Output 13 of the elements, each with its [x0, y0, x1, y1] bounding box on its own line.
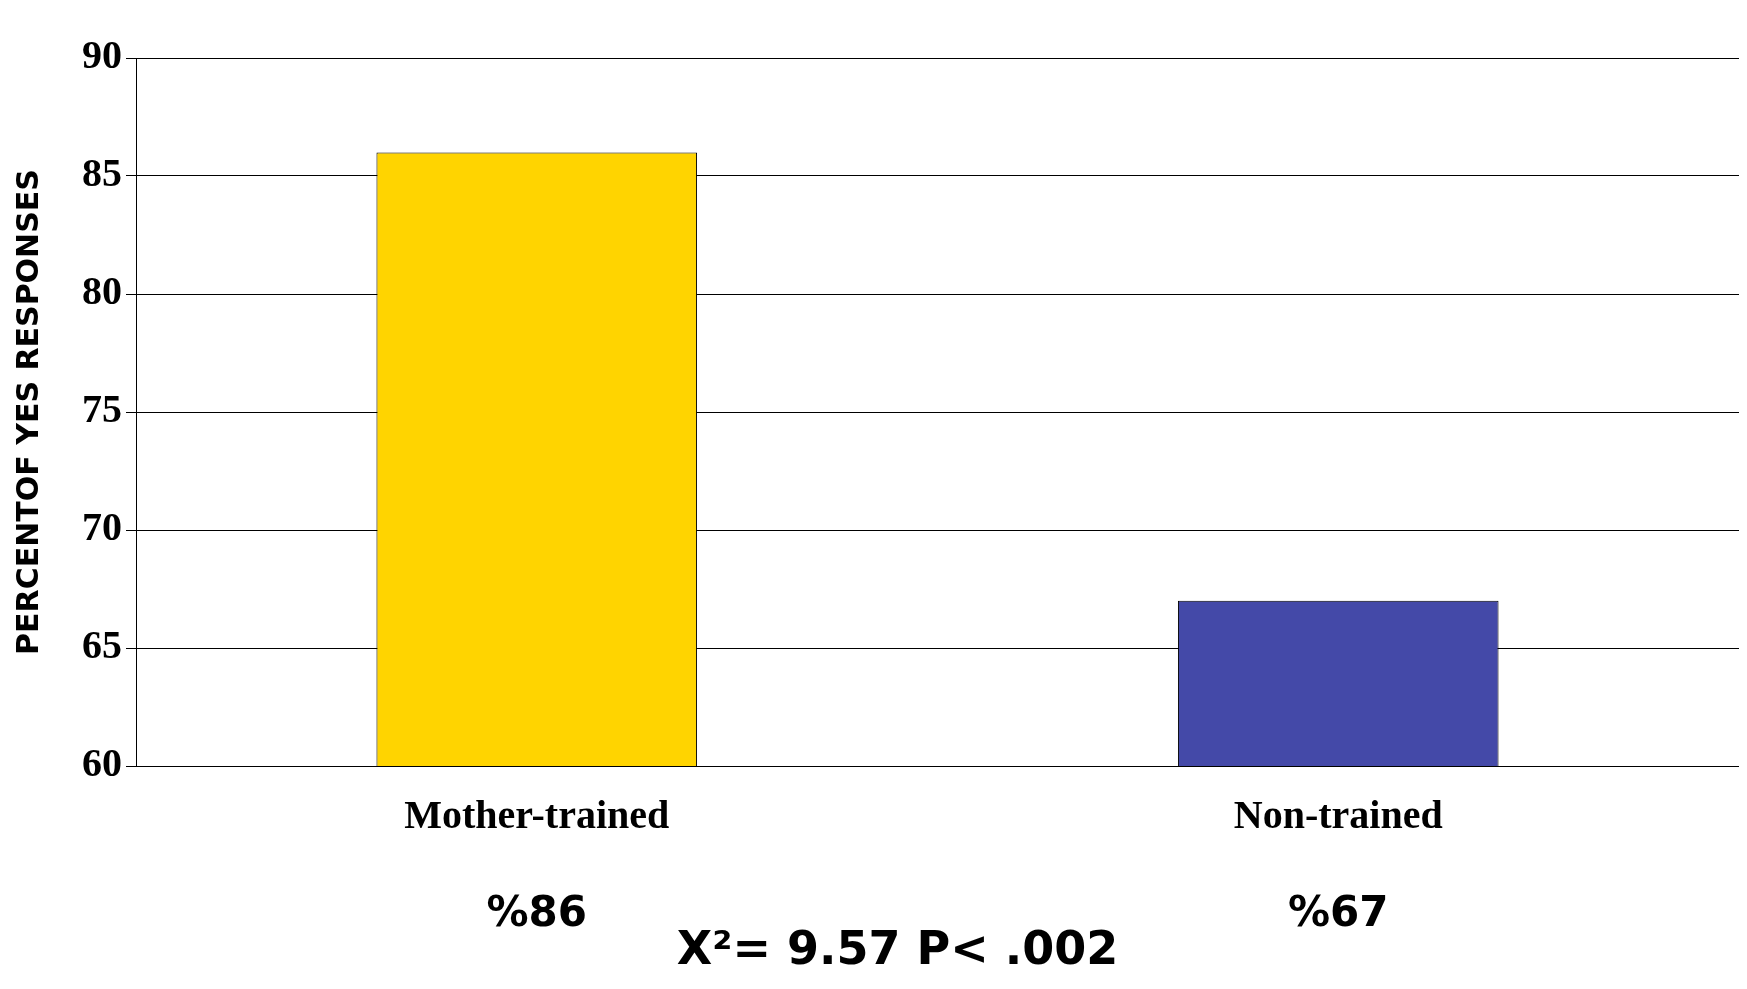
y-tick-label: 70: [82, 504, 122, 550]
y-tick-label: 65: [82, 622, 122, 668]
y-tick-label: 80: [82, 268, 122, 314]
y-tick-label: 60: [82, 740, 122, 786]
y-axis-title: PERCENTOF YES RESPONSES: [9, 169, 45, 655]
x-tick-label: Mother-trained: [404, 792, 670, 838]
data-label: %86: [486, 886, 588, 936]
y-tick-label: 90: [82, 32, 122, 78]
data-label: %67: [1287, 886, 1389, 936]
x-tick-label: Non-trained: [1233, 792, 1443, 838]
y-tick-label: 75: [82, 386, 122, 432]
text: X²= 9.57 P< .002: [676, 920, 1119, 975]
y-tick-label: 85: [82, 150, 122, 196]
